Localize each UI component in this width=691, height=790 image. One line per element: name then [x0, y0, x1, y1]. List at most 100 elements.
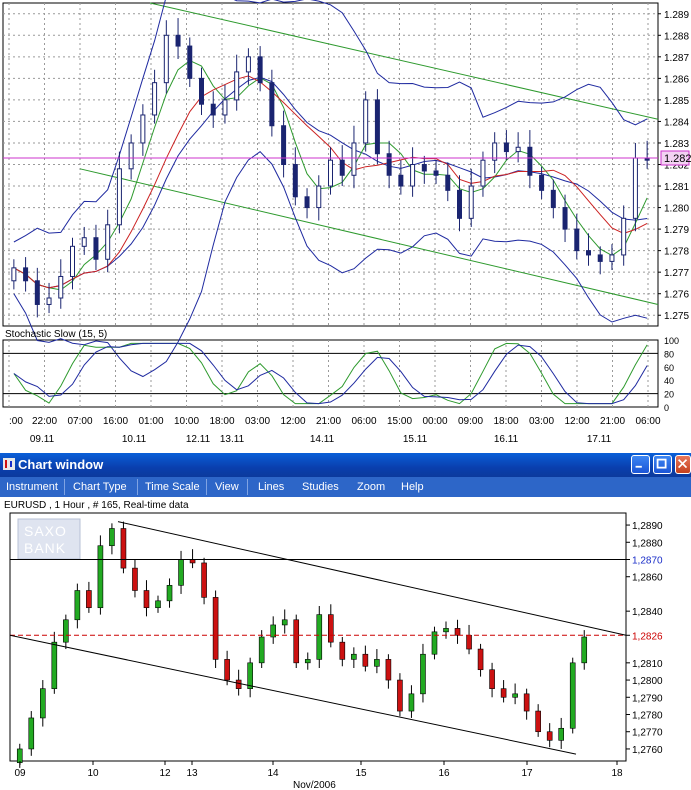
candle-down [574, 228, 580, 252]
candle-up [11, 267, 17, 282]
candle-down [269, 82, 275, 127]
chart-app-icon [3, 458, 15, 470]
maximize-button[interactable] [653, 455, 672, 474]
y-tick-label: 1.287 [664, 53, 689, 64]
candle-up [431, 631, 438, 655]
candle-up [632, 157, 638, 219]
time-tick-label: 12:00 [280, 416, 305, 427]
candle-up [70, 245, 75, 277]
y-tick-label: 1,2760 [632, 745, 663, 756]
candle-up [105, 224, 111, 260]
candle-up [245, 56, 251, 73]
candle-down [189, 559, 196, 564]
candle-down [457, 189, 462, 219]
candle-up [109, 528, 115, 547]
candle-down [339, 641, 346, 660]
minimize-button[interactable] [631, 455, 650, 474]
candle-down [477, 648, 484, 671]
y-tick-label: 1.285 [664, 96, 689, 107]
candle-up [74, 590, 81, 621]
y-tick-label: 1,2880 [632, 538, 663, 549]
y-tick-label: 1.278 [664, 247, 689, 258]
candle-down [210, 103, 216, 116]
trend-channel [79, 2, 659, 305]
candle-up [420, 653, 426, 695]
logo-line-2: BANK [24, 540, 66, 556]
candle-up [140, 114, 146, 144]
menu-separator [64, 479, 65, 495]
time-tick-label: 06:00 [351, 416, 376, 427]
time-tick-label: 00:00 [422, 416, 447, 427]
date-tick-label: 13.11 [220, 434, 245, 445]
menu-view[interactable]: View [215, 481, 239, 493]
candle-down [257, 56, 263, 84]
candle-down [398, 174, 404, 187]
lower-price-axis: 1,2890 1,2880 1,2870 1,2860 1,2840 1,2826 1,28… [626, 521, 663, 756]
window-titlebar[interactable]: Chart window [0, 453, 691, 477]
y-tick-label: 1.289 [664, 10, 689, 21]
time-tick-label: 12:00 [564, 416, 589, 427]
y-tick-label: 1.288 [664, 31, 689, 42]
candle-up [492, 142, 498, 161]
top-price-chart: 1.289 1.288 1.287 1.286 1.285 1.284 1.283 1.282… [2, 0, 691, 445]
candle-up [569, 662, 576, 729]
date-tick-label: 16.11 [494, 434, 519, 445]
candle-up [39, 688, 46, 719]
menu-studies[interactable]: Studies [302, 481, 339, 493]
candle-up [63, 619, 69, 643]
candle-up [28, 717, 35, 750]
candle-down [597, 254, 603, 262]
candle-up [247, 662, 253, 689]
candle-down [86, 590, 92, 609]
menu-instrument[interactable]: Instrument [6, 481, 58, 493]
candle-up [46, 297, 52, 305]
y-tick-label: 1,2860 [632, 573, 663, 584]
candle-down [523, 693, 530, 712]
oscillator-axis: 100 80 60 40 20 0 [664, 336, 679, 413]
y-tick-label: 1,2890 [632, 521, 663, 532]
lower-trend-lines [9, 521, 627, 755]
menu-help[interactable]: Help [401, 481, 424, 493]
candle-down [397, 679, 403, 712]
time-tick-label: 10:00 [174, 416, 199, 427]
time-tick-label: 06:00 [635, 416, 660, 427]
close-button[interactable] [675, 455, 691, 474]
upper-trend-line [117, 521, 627, 636]
candle-up [443, 628, 449, 633]
y-tick-label: 1,2800 [632, 676, 663, 687]
lower-candle-chart: EURUSD , 1 Hour , # 165, Real-time data … [0, 497, 691, 790]
menu-zoom[interactable]: Zoom [357, 481, 386, 493]
osc-tick-label: 40 [664, 376, 674, 386]
date-tick-label: 15.11 [403, 434, 428, 445]
lower-date-axis: 09 10 12 13 14 15 16 17 18 [14, 761, 623, 779]
menu-separator [137, 479, 138, 495]
y-tick-label: 1,2870 [632, 556, 663, 567]
x-tick-label: 15 [355, 768, 367, 779]
candle-down [187, 45, 193, 79]
x-tick-label: 13 [186, 768, 198, 779]
y-tick-label: 1,2790 [632, 693, 663, 704]
candle-down [500, 688, 507, 698]
candle-down [34, 280, 40, 305]
candle-up [410, 164, 416, 187]
y-tick-label: 1.281 [664, 182, 689, 193]
menu-lines[interactable]: Lines [258, 481, 285, 493]
candle-down [539, 174, 545, 191]
menu-time-scale[interactable]: Time Scale [145, 481, 200, 493]
candle-up [363, 99, 369, 144]
menu-separator [247, 479, 248, 495]
candle-up [581, 636, 588, 664]
x-tick-label: 17 [521, 768, 533, 779]
y-tick-label: 1,2770 [632, 728, 663, 739]
candle-up [116, 168, 122, 226]
time-tick-label: 15:00 [387, 416, 412, 427]
candle-up [328, 159, 333, 187]
y-tick-label: 1.280 [664, 204, 689, 215]
candle-down [374, 99, 380, 155]
menu-chart-type[interactable]: Chart Type [73, 481, 127, 493]
y-tick-label: 1,2780 [632, 711, 663, 722]
channel-upper-line [149, 2, 659, 120]
candle-up [51, 641, 58, 689]
indicator-label: Stochastic Slow (15, 5) [5, 329, 107, 340]
menu-bar: Instrument Chart Type Time Scale View Li… [0, 477, 691, 497]
